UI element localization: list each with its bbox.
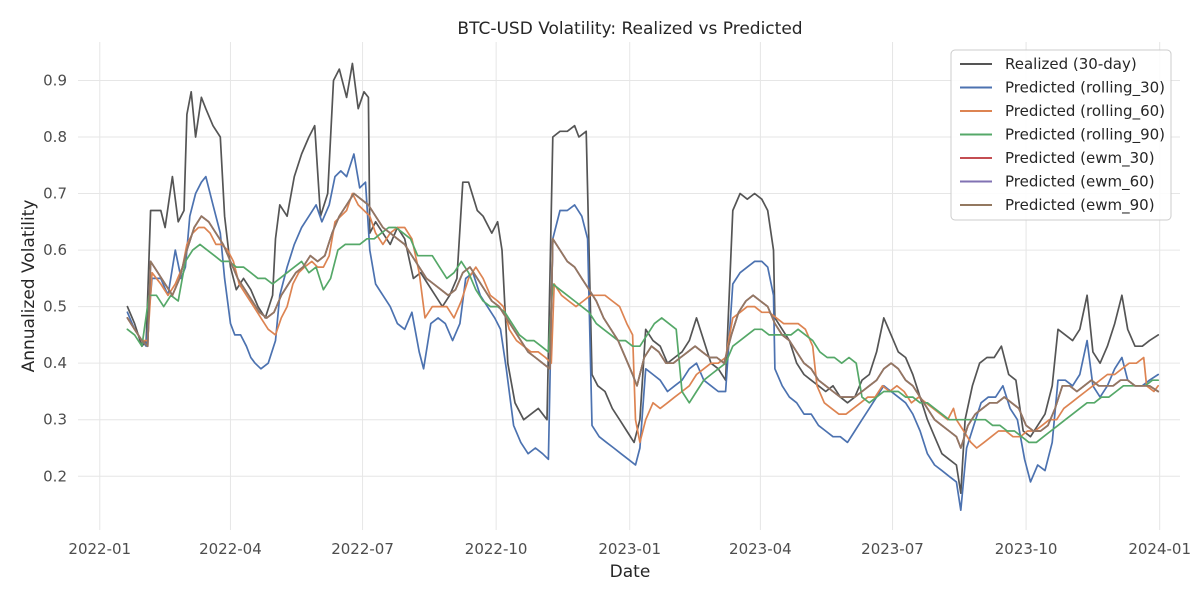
y-tick-label: 0.6: [43, 241, 67, 259]
axis-ticks: 2022-01 2022-04 2022-07 2022-10 2023-01 2023-…: [43, 71, 1191, 558]
series-line-realized-30-day: [126, 62, 1160, 495]
legend-label: Predicted (rolling_60): [1005, 102, 1165, 121]
y-tick-label: 0.2: [43, 467, 67, 485]
x-tick-label: 2024-01: [1128, 540, 1191, 558]
y-axis-label: Annualized Volatility: [19, 200, 39, 373]
y-tick-label: 0.8: [43, 128, 67, 146]
y-tick-label: 0.3: [43, 411, 67, 429]
chart-title: BTC-USD Volatility: Realized vs Predicte…: [457, 19, 802, 39]
legend-frame: [950, 49, 1172, 221]
x-tick-label: 2022-01: [68, 540, 131, 558]
x-axis-label: Date: [610, 562, 651, 582]
series-line-predicted-rolling-30: [126, 153, 1160, 512]
y-tick-label: 0.5: [43, 298, 67, 316]
legend-label: Predicted (ewm_30): [1005, 149, 1155, 168]
legend: Realized (30-day) Predicted (rolling_30) P…: [950, 49, 1172, 221]
legend-entries: Realized (30-day) Predicted (rolling_30) P…: [960, 55, 1165, 215]
series-lines: [126, 62, 1160, 512]
y-tick-label: 0.4: [43, 354, 67, 372]
y-tick-label: 0.7: [43, 185, 67, 203]
legend-label: Predicted (ewm_90): [1005, 196, 1155, 215]
x-tick-label: 2023-01: [598, 540, 661, 558]
x-tick-label: 2023-07: [861, 540, 924, 558]
x-tick-label: 2023-04: [729, 540, 792, 558]
legend-label: Realized (30-day): [1005, 55, 1137, 73]
x-tick-label: 2022-07: [331, 540, 394, 558]
legend-label: Predicted (rolling_90): [1005, 126, 1165, 145]
x-tick-label: 2022-10: [465, 540, 528, 558]
x-tick-label: 2022-04: [199, 540, 262, 558]
x-tick-label: 2023-10: [995, 540, 1058, 558]
legend-label: Predicted (ewm_60): [1005, 173, 1155, 192]
series-line-predicted-rolling-90: [126, 226, 1160, 444]
y-tick-label: 0.9: [43, 71, 67, 89]
legend-label: Predicted (rolling_30): [1005, 79, 1165, 98]
series-line-predicted-ewm-90: [126, 192, 1160, 449]
series-line-predicted-rolling-60: [126, 192, 1160, 449]
